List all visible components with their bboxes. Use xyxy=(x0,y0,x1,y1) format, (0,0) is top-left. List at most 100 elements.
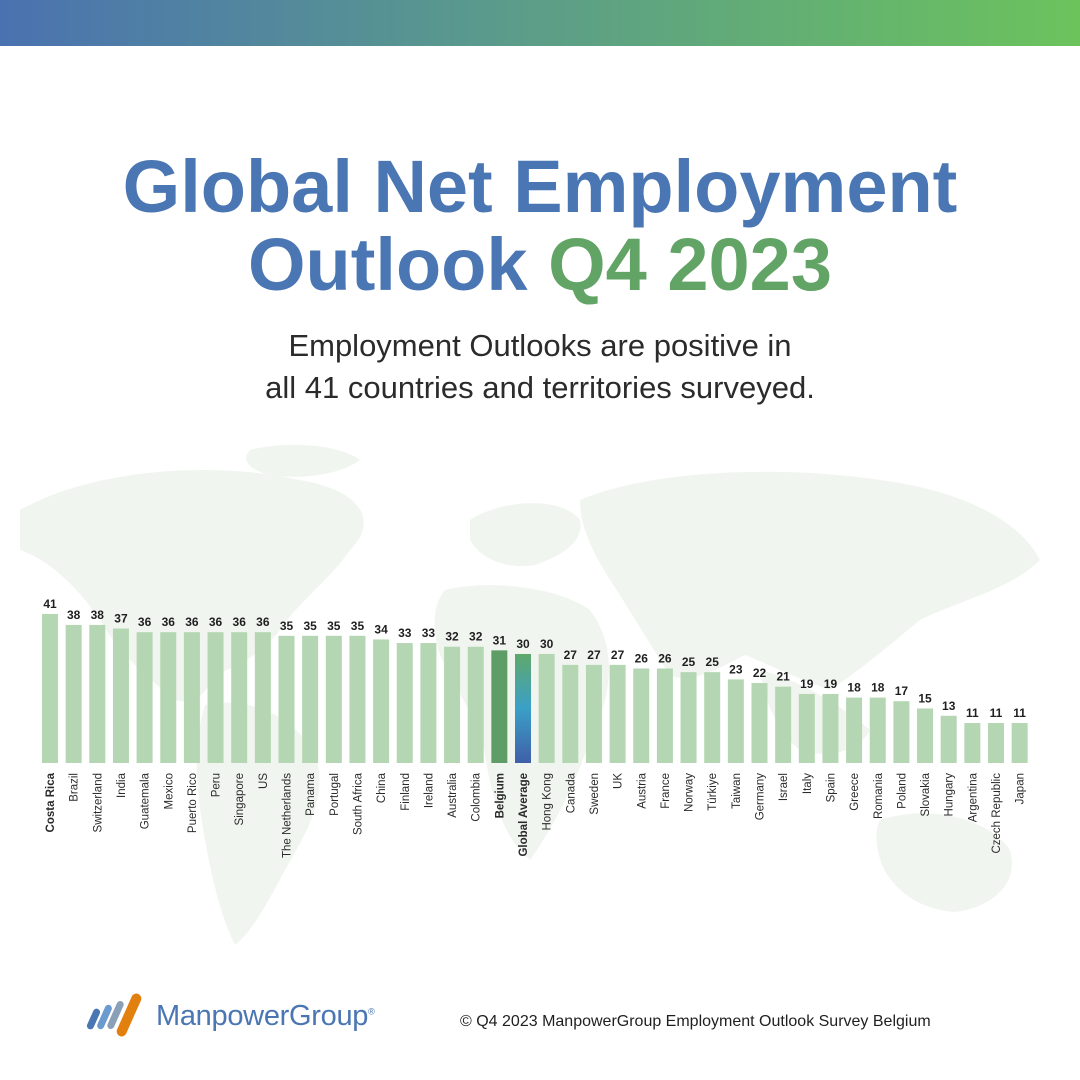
value-label-singapore: 36 xyxy=(233,615,247,629)
logo-wordmark: ManpowerGroup® xyxy=(156,1000,375,1033)
title-accent: Q4 2023 xyxy=(548,223,832,306)
category-label-the-netherlands: The Netherlands xyxy=(282,773,294,858)
bar-germany xyxy=(751,683,768,763)
bar-guatemala xyxy=(136,632,153,763)
category-label-ireland: Ireland xyxy=(423,773,435,808)
copyright-text: © Q4 2023 ManpowerGroup Employment Outlo… xyxy=(460,1013,931,1030)
bar-israel xyxy=(775,686,792,763)
bar-france xyxy=(656,668,673,763)
category-label-argentina: Argentina xyxy=(967,772,979,822)
value-label-global-average: 30 xyxy=(516,637,530,651)
category-label-portugal: Portugal xyxy=(329,773,341,816)
bar-china xyxy=(373,639,390,763)
value-label-brazil: 38 xyxy=(67,608,81,622)
bar-south-africa xyxy=(349,635,366,763)
category-label-us: US xyxy=(258,773,270,789)
category-label-germany: Germany xyxy=(755,773,767,821)
value-label-hungary: 13 xyxy=(942,699,956,713)
bar-sweden xyxy=(585,664,602,763)
bar-india xyxy=(112,628,129,763)
category-label-guatemala: Guatemala xyxy=(140,772,152,829)
category-label-belgium: Belgium xyxy=(494,773,506,818)
bar-hungary xyxy=(940,715,957,763)
bar-taiwan xyxy=(727,679,744,763)
category-label-romania: Romania xyxy=(873,772,885,819)
category-label-japan: Japan xyxy=(1015,773,1027,804)
category-label-norway: Norway xyxy=(684,773,696,812)
value-label-costa-rica: 41 xyxy=(43,597,57,611)
bar-colombia xyxy=(467,646,484,763)
bar-finland xyxy=(396,643,413,763)
manpowergroup-logo-icon xyxy=(86,993,142,1037)
category-label-sweden: Sweden xyxy=(589,773,601,815)
value-label-guatemala: 36 xyxy=(138,615,152,629)
bar-japan xyxy=(1011,723,1028,763)
bar-mexico xyxy=(160,632,177,763)
bar-singapore xyxy=(231,632,248,763)
category-label-switzerland: Switzerland xyxy=(92,773,104,832)
category-label-australia: Australia xyxy=(447,772,459,817)
bar-slovakia xyxy=(917,708,934,763)
bar-brazil xyxy=(65,624,82,763)
bar-uk xyxy=(609,664,626,763)
value-label-puerto-rico: 36 xyxy=(185,615,199,629)
category-label-hungary: Hungary xyxy=(944,773,956,817)
bar-argentina xyxy=(964,723,981,763)
value-label-india: 37 xyxy=(114,612,128,626)
value-label-france: 26 xyxy=(658,652,672,666)
category-label-south-africa: South Africa xyxy=(352,772,364,835)
bar-ireland xyxy=(420,643,437,763)
value-label-norway: 25 xyxy=(682,655,696,669)
category-label-israel: Israel xyxy=(778,773,790,801)
value-label-austria: 26 xyxy=(635,652,649,666)
value-label-greece: 18 xyxy=(847,681,861,695)
value-label-hong-kong: 30 xyxy=(540,637,554,651)
category-label-colombia: Colombia xyxy=(471,772,483,821)
category-label-puerto-rico: Puerto Rico xyxy=(187,773,199,833)
value-label-portugal: 35 xyxy=(327,619,341,633)
value-label-germany: 22 xyxy=(753,666,767,680)
category-label-canada: Canada xyxy=(565,772,577,813)
title-line-1: Global Net Employment xyxy=(122,145,958,228)
value-label-israel: 21 xyxy=(776,670,790,684)
value-label-australia: 32 xyxy=(445,630,459,644)
value-label-mexico: 36 xyxy=(162,615,176,629)
bar-austria xyxy=(633,668,650,763)
category-label-france: France xyxy=(660,773,672,809)
bar-australia xyxy=(444,646,461,763)
value-label-panama: 35 xyxy=(303,619,317,633)
bar-peru xyxy=(207,632,224,763)
top-gradient-bar xyxy=(0,0,1080,46)
value-label-argentina: 11 xyxy=(966,706,979,720)
bar-chart: 41 Costa Rica 38 Brazil 38 Switzerland 37 India… xyxy=(42,597,1028,858)
category-label-panama: Panama xyxy=(305,772,317,815)
category-label-brazil: Brazil xyxy=(69,773,81,802)
value-label-peru: 36 xyxy=(209,615,223,629)
bar-global-average xyxy=(515,653,531,763)
bar-switzerland xyxy=(89,624,106,763)
bar-romania xyxy=(869,697,886,763)
bar-belgium xyxy=(491,650,508,763)
title-line-2: Outlook xyxy=(248,223,528,306)
page-title: Global Net Employment Outlook Q4 2023 xyxy=(0,148,1080,304)
bar-panama xyxy=(302,635,319,763)
value-label-uk: 27 xyxy=(611,648,625,662)
bar-poland xyxy=(893,701,910,763)
bar-greece xyxy=(846,697,863,763)
value-label-south-africa: 35 xyxy=(351,619,365,633)
value-label-italy: 19 xyxy=(800,677,814,691)
category-label-india: India xyxy=(116,772,128,798)
category-label-austria: Austria xyxy=(636,772,648,808)
bar-the-netherlands xyxy=(278,635,295,763)
value-label-the-netherlands: 35 xyxy=(280,619,294,633)
value-label-czech-republic: 11 xyxy=(990,706,1003,720)
value-label-sweden: 27 xyxy=(587,648,601,662)
bar-norway xyxy=(680,672,697,763)
category-label-uk: UK xyxy=(613,773,625,789)
bar-spain xyxy=(822,693,839,763)
value-label-slovakia: 15 xyxy=(918,691,932,705)
value-label-ireland: 33 xyxy=(422,626,436,640)
value-label-japan: 11 xyxy=(1013,706,1026,720)
bar-puerto-rico xyxy=(183,632,200,763)
category-label-czech-republic: Czech Republic xyxy=(991,773,1003,854)
